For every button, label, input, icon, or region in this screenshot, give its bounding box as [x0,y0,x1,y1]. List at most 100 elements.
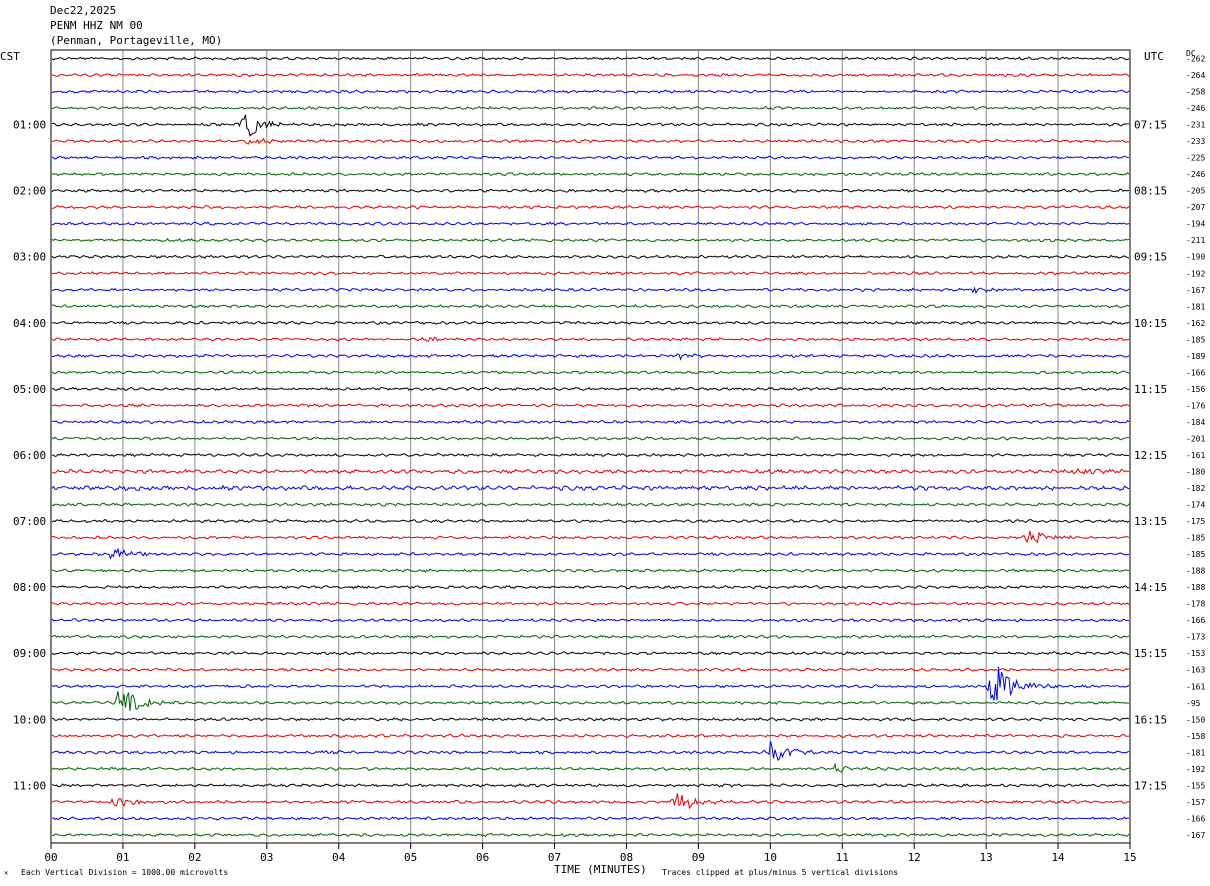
dc-offset-label: -150 [1186,715,1205,724]
dc-offset-label: -173 [1186,633,1205,642]
header-station: PENM HHZ NM 00 [50,19,143,32]
trace-row-45 [51,793,1130,810]
dc-offset-label: -262 [1186,55,1205,64]
x-tick-label: 00 [44,851,57,864]
dc-offset-label: -182 [1186,484,1205,493]
dc-offset-label: -189 [1186,352,1205,361]
trace-row-47 [51,832,1130,838]
trace-row-43 [51,762,1130,773]
dc-offset-label: -231 [1186,121,1205,130]
trace-row-37 [52,667,1130,672]
utc-hour-label: 15:15 [1134,647,1167,660]
scale-icon: ✕ [4,869,9,877]
dc-offset-label: -192 [1186,765,1205,774]
trace-row-13 [51,271,1130,276]
utc-hour-label: 10:15 [1134,317,1167,330]
dc-offset-label: -166 [1186,616,1205,625]
dc-offset-label: -176 [1186,401,1205,410]
dc-offset-label: -158 [1186,732,1205,741]
dc-offset-label: -190 [1186,253,1205,262]
dc-offset-label: -174 [1186,501,1205,510]
trace-row-41 [51,733,1130,739]
dc-offset-label: -166 [1186,814,1205,823]
trace-row-18 [52,353,1130,361]
trace-row-9 [51,205,1130,210]
trace-row-38 [51,666,1130,701]
dc-offset-label: -225 [1186,154,1205,163]
trace-row-7 [51,171,1130,177]
utc-hour-label: 08:15 [1134,185,1167,198]
dc-offset-label: -181 [1186,748,1205,757]
trace-row-16 [51,320,1130,325]
x-tick-label: 08 [620,851,633,864]
trace-row-32 [51,585,1130,590]
x-tick-label: 04 [332,851,346,864]
dc-offset-label: -246 [1186,170,1205,179]
trace-row-0 [51,56,1130,61]
dc-offset-label: -201 [1186,434,1205,443]
dc-offset-label: -166 [1186,368,1205,377]
dc-offset-label: -161 [1186,682,1205,691]
cst-hour-label: 05:00 [13,383,46,396]
trace-row-29 [51,530,1130,544]
dc-offset-label: -233 [1186,137,1205,146]
cst-hour-label: 03:00 [13,251,46,264]
dc-offset-label: -95 [1186,699,1201,708]
dc-offset-label: -181 [1186,302,1205,311]
trace-row-6 [51,155,1130,160]
dc-offset-label: -211 [1186,236,1205,245]
cst-hour-label: 11:00 [13,779,46,792]
utc-hour-label: 11:15 [1134,383,1167,396]
trace-row-10 [51,221,1130,226]
dc-offset-label: -264 [1186,71,1205,80]
trace-row-46 [51,816,1129,821]
header-date: Dec22,2025 [50,4,117,17]
dc-offset-label: -157 [1186,798,1205,807]
trace-row-15 [51,304,1130,309]
right-timezone-label: UTC [1144,50,1164,63]
trace-row-17 [51,336,1130,342]
utc-hour-label: 12:15 [1134,449,1167,462]
x-tick-label: 09 [692,851,705,864]
dc-offset-label: -153 [1186,649,1205,658]
dc-offset-label: -167 [1186,286,1205,295]
dc-offset-label: -161 [1186,451,1205,460]
trace-row-4 [51,114,1130,137]
dc-offset-label: -258 [1186,88,1205,97]
trace-row-23 [51,436,1130,441]
left-timezone-label: CST [0,50,20,63]
trace-row-39 [51,691,1130,711]
x-tick-label: 13 [980,851,993,864]
x-axis-title: TIME (MINUTES) [554,863,647,876]
x-tick-label: 02 [188,851,201,864]
dc-offset-label: -178 [1186,600,1205,609]
x-tick-label: 12 [908,851,921,864]
cst-hour-label: 01:00 [13,119,46,132]
dc-offset-label: -167 [1186,831,1205,840]
cst-hour-label: 10:00 [13,713,46,726]
trace-row-3 [51,105,1130,111]
plot-frame [50,49,1131,844]
header-location: (Penman, Portageville, MO) [50,34,223,47]
cst-hour-label: 08:00 [13,581,46,594]
trace-row-8 [51,188,1130,193]
x-tick-label: 03 [260,851,273,864]
x-tick-label: 07 [548,851,561,864]
utc-hour-label: 17:15 [1134,779,1167,792]
x-tick-label: 01 [116,851,129,864]
cst-hour-label: 02:00 [13,185,46,198]
utc-hour-label: 09:15 [1134,251,1167,264]
trace-row-35 [51,634,1130,639]
dc-offset-label: -246 [1186,104,1205,113]
x-tick-label: 15 [1123,851,1136,864]
dc-offset-label: -155 [1186,781,1205,790]
dc-offset-label: -185 [1186,534,1205,543]
dc-offset-label: -175 [1186,517,1205,526]
trace-row-26 [51,484,1130,492]
trace-row-2 [51,89,1130,94]
dc-offset-label: -192 [1186,269,1205,278]
dc-offset-label: -194 [1186,220,1205,229]
scale-note-text: Each Vertical Division = 1000.00 microvo… [21,868,229,877]
trace-row-14 [52,286,1130,295]
